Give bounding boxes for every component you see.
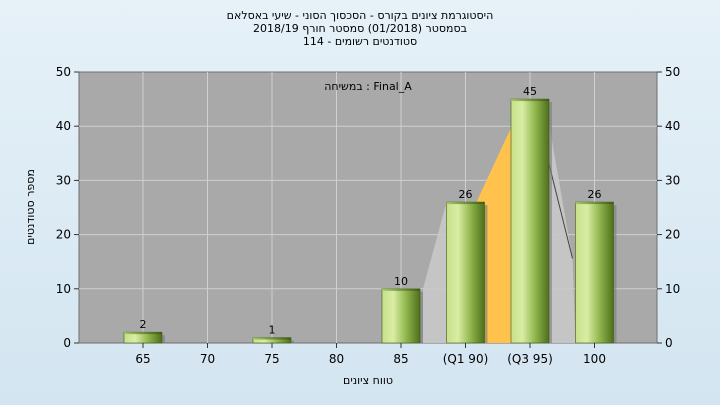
bar-body [446,201,485,344]
x-tick-label: 85 [393,352,408,366]
title-line-2: בסמסטר (01/2018) סמסטר חורף 2018/19 [253,22,467,35]
bar [381,288,423,344]
data-label: 1 [269,324,276,337]
data-label: 45 [523,85,537,98]
bar [575,201,617,344]
title-line-1: היסטוגרמת ציונים בקורס - הסכסוך הסוני - … [227,9,494,22]
bar-top [124,332,162,335]
y-tick-label-right: 10 [665,282,680,296]
bar-body [575,201,614,344]
x-tick-label: (Q3 95) [507,352,553,366]
title-line-3: סטודנטים רשומים - 114 [303,35,417,48]
bar-body [510,98,550,344]
y-tick-label-left: 0 [63,336,71,350]
y-tick-label-right: 30 [665,173,680,187]
bar-top [446,202,485,205]
data-label: 2 [140,318,147,331]
bar [510,98,552,344]
bar-body [381,288,421,344]
bar-layer [123,98,617,344]
series-annotation: במשיחה : Final_A [324,80,412,93]
data-label: 26 [588,188,602,201]
x-tick-label: 70 [200,352,215,366]
x-tick-label: 100 [583,352,606,366]
y-tick-label-left: 30 [56,173,71,187]
y-tick-label-left: 10 [56,282,71,296]
chart-title: היסטוגרמת ציונים בקורס - הסכסוך הסוני - … [227,9,494,48]
x-tick-label: 75 [264,352,279,366]
bar-top [511,99,549,102]
bar-top [382,288,420,291]
y-tick-label-right: 40 [665,119,680,133]
x-tick-label: (Q1 90) [443,352,489,366]
band-right [549,123,576,344]
iqr-band [423,123,576,344]
bar-top [575,202,614,205]
bar-top [253,337,291,340]
axis-layer: 0 0 10 10 20 20 30 30 40 40 50 50 65 70 75 80 85 (Q1 90) (… [56,65,681,366]
y-tick-label-left: 40 [56,119,71,133]
data-label: 26 [459,188,473,201]
y-tick-label-left: 50 [56,65,71,79]
y-tick-label-right: 0 [665,336,673,350]
y-tick-label-right: 50 [665,65,680,79]
bar [123,331,165,344]
x-tick-label: 65 [135,352,150,366]
y-tick-label-right: 20 [665,228,680,242]
bar [252,337,294,344]
y-tick-label-left: 20 [56,228,71,242]
x-axis-title: טווח ציונים [343,374,393,387]
bar [446,201,488,344]
y-axis-title: מספר סטודנטים [24,169,37,245]
data-label: 10 [394,275,408,288]
x-tick-label: 80 [329,352,344,366]
band-left [423,202,447,343]
data-label-layer: 2 1 10 26 45 26 [140,85,602,336]
